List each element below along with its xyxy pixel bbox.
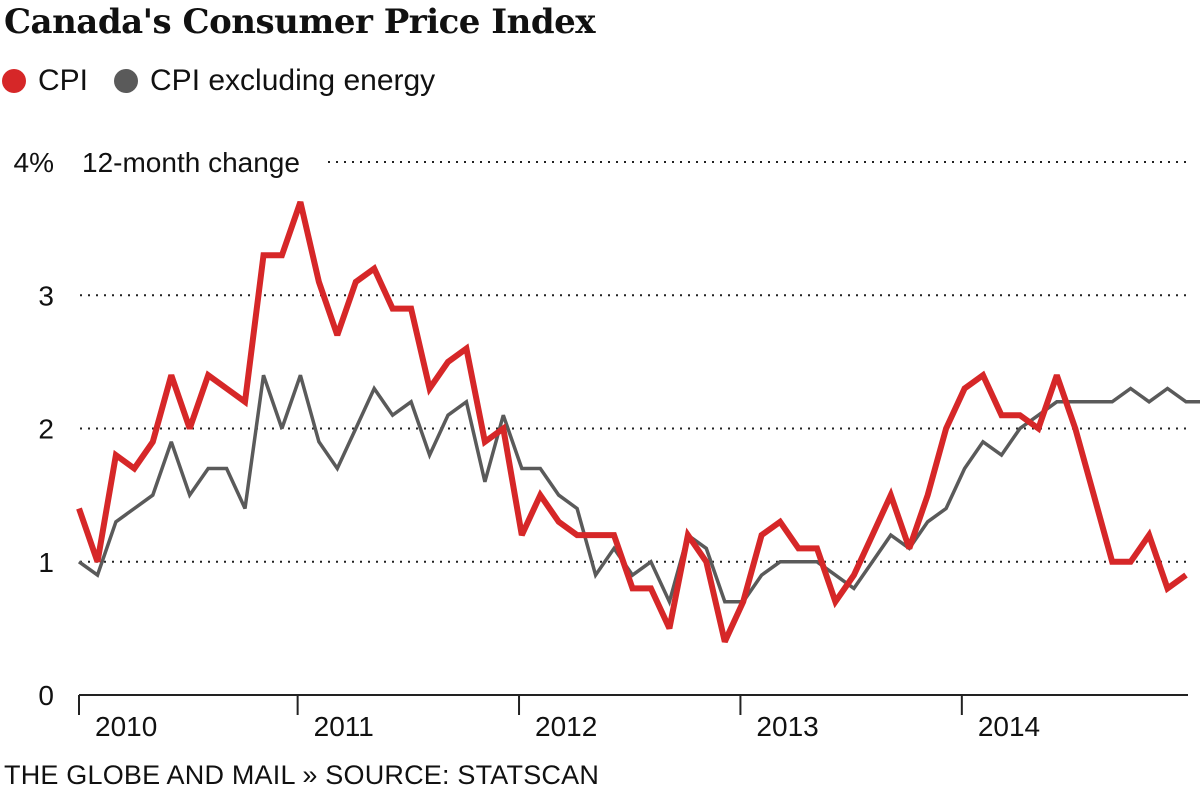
x-tick-label-2010: 2010 [95, 711, 157, 742]
legend-swatch-cpi-ex-energy [114, 69, 139, 93]
y-tick-label-0: 0 [38, 680, 54, 711]
y-tick-label-4: 4% [14, 147, 54, 178]
source-footer: THE GLOBE AND MAIL » SOURCE: STATSCAN [4, 760, 600, 790]
legend-swatch-cpi [2, 69, 26, 93]
legend-item-cpi: CPI [2, 64, 88, 98]
series-line-cpi-excluding-energy [77, 374, 1200, 607]
y-tick-label-3: 3 [38, 280, 54, 311]
y-axis-title: 12-month change [82, 147, 300, 178]
x-tick-label-2011: 2011 [314, 711, 374, 742]
x-tick-label-2013: 2013 [756, 711, 818, 742]
y-tick-label-1: 1 [38, 547, 54, 578]
legend-label-cpi: CPI [38, 64, 89, 97]
y-axis-title-backdrop [72, 140, 324, 180]
x-tick-label-2012: 2012 [535, 711, 597, 742]
series-lines [76, 201, 1200, 643]
series-line-cpi [76, 201, 1188, 643]
y-tick-label-2: 2 [38, 414, 54, 445]
legend: CPI CPI excluding energy [2, 64, 461, 98]
x-axis: 2010 2011 2012 2013 2014 [78, 694, 1188, 742]
chart-title: Canada's Consumer Price Index [4, 2, 596, 42]
legend-item-cpi-ex-energy: CPI excluding energy [114, 64, 435, 98]
y-axis-labels: 0 1 2 3 4% [14, 147, 54, 711]
legend-label-cpi-ex-energy: CPI excluding energy [150, 64, 436, 97]
x-tick-label-2014: 2014 [978, 711, 1040, 742]
